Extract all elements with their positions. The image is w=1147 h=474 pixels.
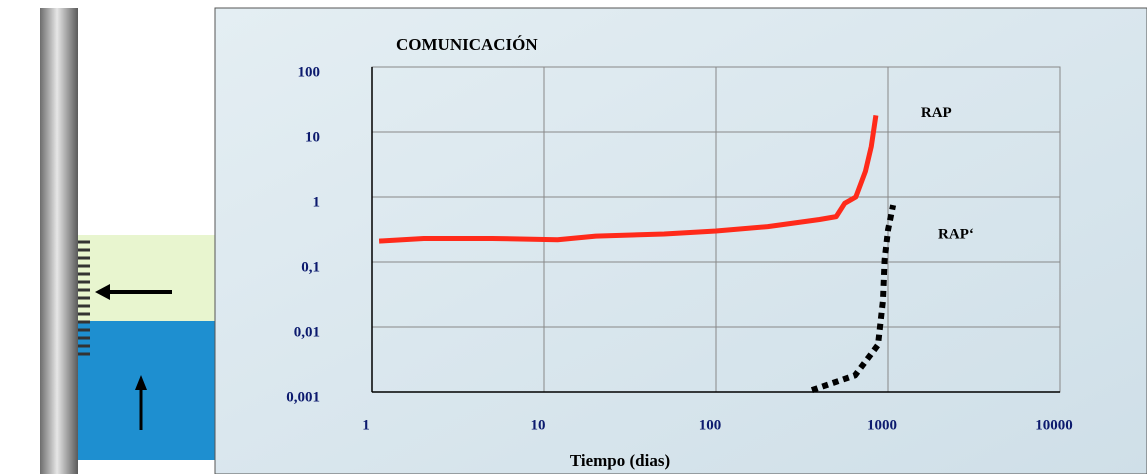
well-pipe [40,8,78,474]
chart-title: COMUNICACIÓN [396,35,538,54]
series-label: RAP [921,105,952,121]
x-tick-label: 1000 [867,417,897,433]
oil-zone [78,235,215,321]
y-tick-label: 0,1 [301,259,320,275]
y-tick-label: 0,001 [286,389,320,405]
y-tick-label: 100 [298,64,321,80]
plot-area: 0,001 0,01 0,1 1 10 100 1 10 100 1000 10000 RAP RAP‘ [286,64,1073,433]
series-line [378,115,879,244]
water-zone [78,321,215,460]
y-tick-label: 0,01 [294,324,320,340]
x-tick-label: 1 [362,417,370,433]
y-tick-label: 10 [305,129,320,145]
x-tick-label: 100 [699,417,722,433]
series-line [810,204,897,393]
perforations [78,240,90,356]
chart-panel [214,7,1147,474]
y-tick-label: 1 [313,194,321,210]
x-axis-label: Tiempo (dias) [570,451,670,470]
x-tick-label: 10 [531,417,546,433]
flow-arrows [95,284,172,430]
x-tick-label: 10000 [1035,417,1073,433]
series-label: RAP‘ [938,227,974,243]
